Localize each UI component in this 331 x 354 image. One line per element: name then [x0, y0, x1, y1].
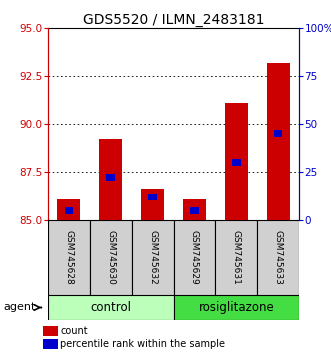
- Text: rosiglitazone: rosiglitazone: [198, 301, 274, 314]
- Bar: [90, 220, 132, 295]
- Bar: [190, 207, 199, 214]
- Bar: [43, 339, 58, 349]
- Bar: [48, 220, 90, 295]
- Bar: [215, 220, 257, 295]
- Text: GSM745633: GSM745633: [274, 230, 283, 285]
- Bar: [274, 130, 282, 137]
- Text: GSM745628: GSM745628: [65, 230, 73, 285]
- Bar: [173, 295, 299, 320]
- Text: GSM745629: GSM745629: [190, 230, 199, 285]
- Bar: [43, 326, 58, 336]
- Bar: [148, 194, 157, 200]
- Text: GSM745630: GSM745630: [106, 230, 115, 285]
- Bar: [106, 175, 115, 181]
- Bar: [173, 220, 215, 295]
- Text: GSM745631: GSM745631: [232, 230, 241, 285]
- Text: agent: agent: [3, 303, 36, 313]
- Bar: [225, 103, 248, 220]
- Title: GDS5520 / ILMN_2483181: GDS5520 / ILMN_2483181: [83, 13, 264, 27]
- Bar: [132, 220, 173, 295]
- Bar: [65, 207, 73, 214]
- Bar: [99, 139, 122, 220]
- Text: count: count: [60, 326, 88, 336]
- Bar: [57, 199, 80, 220]
- Bar: [257, 220, 299, 295]
- Bar: [183, 199, 206, 220]
- Text: control: control: [90, 301, 131, 314]
- Bar: [48, 295, 173, 320]
- Bar: [141, 189, 164, 220]
- Text: GSM745632: GSM745632: [148, 230, 157, 285]
- Bar: [266, 63, 290, 220]
- Bar: [232, 159, 241, 166]
- Text: percentile rank within the sample: percentile rank within the sample: [60, 339, 225, 349]
